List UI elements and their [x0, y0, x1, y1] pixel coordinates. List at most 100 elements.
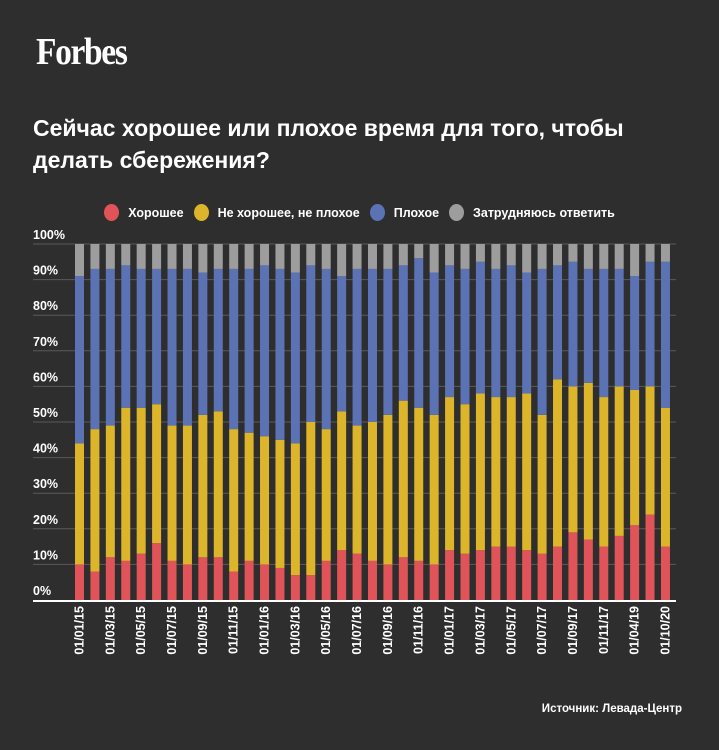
bar-segment-unsure	[367, 244, 377, 269]
bar-stack	[583, 244, 593, 600]
bar-segment-bad	[152, 268, 162, 405]
x-tick-label: 01/11/17	[597, 606, 611, 654]
bar-stack	[491, 244, 501, 600]
bar-stack	[105, 244, 115, 600]
bar-stack	[275, 244, 285, 600]
bar-segment-bad	[275, 268, 285, 440]
bar-segment-good	[553, 546, 563, 600]
bar-segment-good	[414, 560, 424, 600]
bar-segment-neutral	[90, 429, 100, 572]
bar-segment-good	[167, 560, 177, 600]
bar-segment-good	[182, 564, 192, 600]
bar-segment-bad	[213, 268, 223, 412]
y-axis: 0% 10% 20% 30% 40% 50% 60% 70% 80% 90% 100%	[33, 228, 65, 598]
x-tick-label: 01/03/16	[288, 606, 302, 655]
bar-segment-bad	[537, 268, 547, 415]
bar-segment-good	[198, 557, 208, 600]
bar-stack	[553, 244, 563, 600]
bar-segment-unsure	[414, 244, 424, 259]
bar-stack	[630, 244, 640, 600]
bar-stack	[198, 244, 208, 600]
bar-segment-unsure	[121, 244, 131, 266]
bar-stack	[537, 244, 547, 600]
bar-segment-neutral	[152, 404, 162, 544]
bar-segment-neutral	[337, 411, 347, 551]
bar-segment-bad	[429, 272, 439, 415]
bar-segment-bad	[506, 265, 516, 398]
bar-segment-neutral	[290, 443, 300, 576]
bar-stack	[290, 244, 300, 600]
bar-segment-bad	[182, 268, 192, 426]
bar-segment-bad	[136, 268, 146, 408]
bar-segment-bad	[75, 276, 84, 444]
bar-segment-unsure	[260, 244, 270, 266]
bar-segment-unsure	[167, 244, 177, 269]
bar-segment-neutral	[383, 414, 393, 565]
bar-segment-unsure	[136, 244, 146, 269]
bar-stack	[383, 244, 393, 600]
y-tick-label: 100%	[33, 228, 65, 242]
y-tick-label: 70%	[33, 335, 58, 349]
bar-stack	[90, 244, 100, 600]
bar-segment-unsure	[275, 244, 285, 269]
x-tick-label: 01/07/15	[165, 606, 179, 655]
bar-segment-neutral	[105, 425, 115, 558]
bar-segment-good	[583, 539, 593, 600]
bar-segment-bad	[414, 258, 424, 408]
bar-segment-unsure	[105, 244, 115, 269]
bar-segment-unsure	[553, 244, 563, 266]
bar-stack	[367, 244, 377, 600]
bar-segment-good	[398, 557, 408, 600]
bar-segment-unsure	[660, 244, 670, 262]
legend-label-good: Хорошее	[128, 205, 184, 220]
bar-segment-bad	[90, 268, 100, 430]
bar-segment-good	[660, 546, 670, 600]
bar-segment-good	[337, 550, 347, 600]
bar-segment-neutral	[475, 393, 485, 551]
legend-dot-neutral-icon	[193, 204, 209, 221]
bar-stack	[352, 244, 362, 600]
bar-segment-bad	[105, 268, 115, 426]
bar-stack	[244, 244, 254, 600]
bar-segment-good	[491, 546, 501, 600]
bar-segment-neutral	[614, 386, 624, 536]
bar-segment-bad	[445, 265, 455, 398]
bar-segment-neutral	[583, 382, 593, 540]
bar-segment-neutral	[553, 379, 563, 547]
bar-segment-bad	[229, 268, 239, 430]
bar-stack	[321, 244, 331, 600]
bar-segment-unsure	[306, 244, 316, 266]
x-tick-label: 01/05/16	[319, 606, 333, 655]
bar-segment-good	[614, 535, 624, 600]
legend-dot-good-icon	[104, 204, 120, 221]
bar-segment-neutral	[506, 397, 516, 547]
bar-segment-unsure	[491, 244, 501, 269]
bar-segment-good	[213, 557, 223, 600]
bar-segment-unsure	[475, 244, 485, 262]
bar-segment-good	[290, 575, 300, 600]
bar-segment-neutral	[136, 407, 146, 554]
x-tick-label: 01/10/20	[658, 606, 672, 655]
y-tick-label: 10%	[33, 548, 58, 562]
bar-stack	[475, 244, 485, 600]
bar-segment-good	[136, 553, 146, 600]
bar-stack	[398, 244, 408, 600]
bar-segment-neutral	[630, 389, 640, 526]
chart-title: Сейчас хорошее или плохое время для того…	[33, 115, 624, 173]
bar-segment-unsure	[337, 244, 347, 277]
bar-stack	[167, 244, 177, 600]
bar-segment-bad	[583, 268, 593, 383]
bar-stack	[522, 244, 532, 600]
bar-segment-unsure	[645, 244, 655, 262]
y-tick-label: 40%	[33, 442, 58, 456]
bar-stack	[152, 244, 162, 600]
x-tick-label: 01/11/15	[227, 606, 241, 654]
y-tick-label: 60%	[33, 370, 58, 384]
bar-segment-unsure	[352, 244, 362, 269]
bar-segment-bad	[553, 265, 563, 380]
bar-stack	[660, 244, 670, 600]
bar-segment-bad	[167, 268, 177, 426]
legend-label-unsure: Затрудняюсь ответить	[473, 205, 615, 220]
y-tick-label: 80%	[33, 299, 58, 313]
bar-segment-unsure	[290, 244, 300, 273]
